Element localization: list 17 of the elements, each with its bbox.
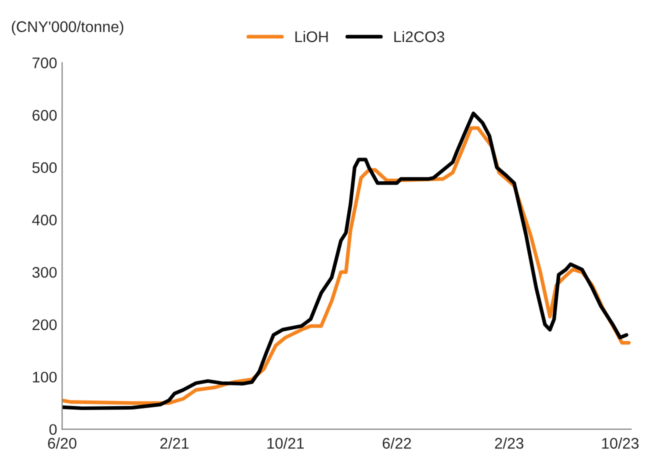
x-tick-label: 6/20 — [48, 438, 76, 449]
legend-label: LiOH — [295, 30, 328, 42]
x-tick-label: 10/21 — [267, 438, 304, 449]
y-tick-label: 400 — [32, 214, 57, 226]
y-tick-label: 0 — [49, 424, 57, 435]
y-tick-label: 300 — [32, 266, 57, 278]
y-axis-title: (CNY'000/tonne) — [12, 20, 124, 36]
legend-label: Li2CO3 — [394, 30, 444, 42]
y-tick-label: 100 — [32, 372, 57, 383]
x-tick-label: 2/23 — [495, 438, 524, 449]
x-tick-label: 2/21 — [160, 438, 189, 449]
y-tick-label: 500 — [32, 162, 57, 174]
x-tick-label: 10/23 — [602, 438, 639, 449]
y-tick-label: 600 — [32, 110, 57, 121]
y-tick-label: 700 — [32, 58, 57, 68]
x-tick-label: 6/22 — [382, 438, 411, 449]
y-tick-label: 200 — [32, 319, 57, 330]
